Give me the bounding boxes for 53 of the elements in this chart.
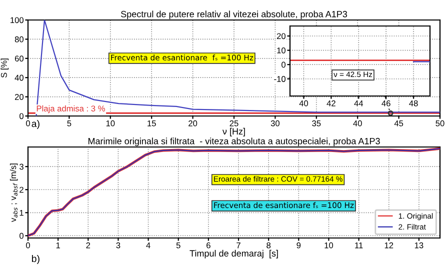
x-axis-title: Timpul de demaraj [s] bbox=[190, 250, 278, 258]
y-tick-label: 60 bbox=[14, 56, 24, 62]
chart-title: Spectrul de putere relativ al vitezei absolute, proba A1P3 bbox=[121, 10, 348, 20]
x-tick-label: 4 bbox=[146, 242, 150, 248]
x-tick-label: 10 bbox=[324, 242, 334, 248]
x-tick-label: 2 bbox=[86, 242, 90, 248]
x-tick-label: 40 bbox=[353, 120, 362, 126]
x-tick-label: 25 bbox=[230, 120, 238, 126]
y-tick-label: 2 bbox=[20, 186, 24, 193]
x-tick-label: 30 bbox=[270, 120, 280, 126]
x-tick-label: 0 bbox=[26, 242, 30, 248]
y-tick-label: 20 bbox=[276, 33, 286, 40]
y-tick-label: 0 bbox=[20, 232, 24, 239]
x-tick-label: 13 bbox=[414, 242, 424, 248]
y-tick-label: 80 bbox=[14, 36, 24, 42]
y-tick-label: 40 bbox=[14, 74, 24, 81]
y-tick-label: 10 bbox=[277, 47, 286, 54]
x-tick-label: 0 bbox=[26, 120, 30, 126]
x-tick-label: 15 bbox=[148, 120, 156, 126]
x-tick-label: 3 bbox=[116, 242, 120, 248]
x-tick-label: 5 bbox=[67, 120, 72, 126]
x-tick-label: 20 bbox=[188, 120, 198, 126]
chart-title: Marimile originala si filtrata - viteza absoluta a autospecialei, proba A1P3 bbox=[88, 138, 380, 146]
x-tick-label: 9 bbox=[296, 242, 301, 248]
x-tick-label: 40 bbox=[299, 100, 308, 106]
y-tick-label: -10 bbox=[274, 76, 286, 82]
y-tick-label: 100 bbox=[10, 17, 24, 24]
y-tick-label: 0 bbox=[282, 62, 286, 68]
x-tick-label: 48 bbox=[409, 100, 418, 106]
ref-line-label: Plaja admisa : 3 % bbox=[36, 105, 105, 114]
y-tick-label: 1 bbox=[20, 210, 24, 216]
x-tick-label: 5 bbox=[176, 242, 180, 248]
x-tick-label: 7 bbox=[236, 242, 240, 248]
y-tick-label: 20 bbox=[14, 94, 24, 100]
x-tick-label: 42 bbox=[326, 100, 336, 106]
x-tick-label: 44 bbox=[354, 100, 364, 106]
x-tick-label: 35 bbox=[312, 120, 321, 126]
x-tick-label: 45 bbox=[394, 120, 404, 126]
x-tick-label: 46 bbox=[382, 100, 390, 106]
x-axis-title: ν [Hz] bbox=[222, 128, 245, 136]
x-tick-label: 6 bbox=[206, 242, 210, 248]
x-tick-label: 10 bbox=[106, 120, 115, 126]
text: a) bbox=[32, 120, 40, 130]
y-tick-label: 3 bbox=[20, 164, 24, 170]
x-tick-label: 12 bbox=[384, 242, 394, 248]
y-axis-title: S [%] bbox=[0, 58, 9, 78]
text: b) bbox=[32, 254, 40, 264]
x-tick-label: 11 bbox=[355, 242, 363, 248]
y-tick-label: 0 bbox=[20, 113, 24, 120]
y-axis-title: v$_{abs}$ ; v$_{absf}$ [m/s] bbox=[10, 164, 18, 222]
x-tick-label: 50 bbox=[436, 120, 444, 126]
x-tick-label: 1 bbox=[56, 242, 60, 248]
x-tick-label: 8 bbox=[266, 242, 271, 248]
